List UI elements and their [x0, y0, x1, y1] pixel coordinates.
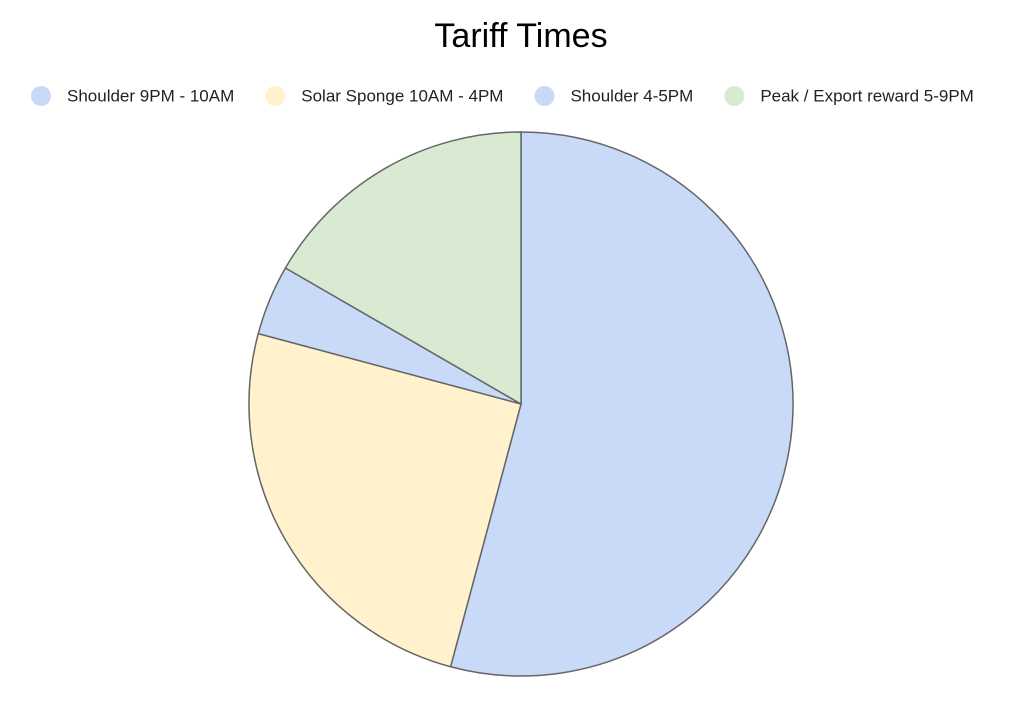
- legend-swatch: [724, 86, 745, 106]
- legend-swatch: [31, 86, 51, 106]
- legend-text: Shoulder 4-5PM: [570, 86, 693, 105]
- legend-text: Peak / Export reward 5-9PM: [760, 86, 974, 105]
- chart-title: Tariff Times: [434, 17, 607, 55]
- legend-text: Solar Sponge 10AM - 4PM: [301, 86, 503, 105]
- legend-swatch: [534, 86, 555, 106]
- pie-slice: [449, 131, 794, 677]
- legend-swatch: [265, 86, 286, 106]
- pie-slice: [284, 131, 522, 406]
- legend-text: Shoulder 9PM - 10AM: [67, 86, 234, 105]
- pie-slice: [248, 332, 522, 668]
